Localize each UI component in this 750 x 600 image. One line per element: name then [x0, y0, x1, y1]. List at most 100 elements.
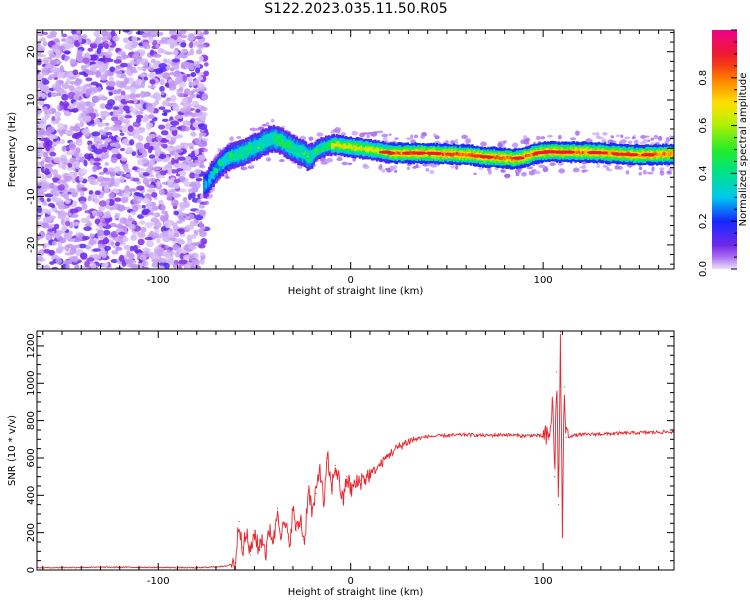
noise-speckle: [177, 156, 186, 161]
noise-speckle: [45, 62, 52, 68]
noise-speckle: [104, 138, 112, 142]
noise-speckle: [102, 214, 112, 219]
snr-data-point: [330, 489, 333, 491]
noise-speckle: [201, 137, 209, 142]
band-speckle: [270, 118, 275, 123]
noise-speckle: [130, 234, 137, 241]
noise-speckle: [173, 70, 181, 77]
noise-speckle: [53, 156, 62, 164]
noise-speckle: [127, 100, 135, 104]
noise-speckle: [74, 263, 80, 269]
x-tick-label: 100: [534, 275, 553, 286]
noise-speckle: [122, 191, 131, 199]
ridge-cell: [575, 151, 579, 155]
noise-speckle: [141, 266, 150, 269]
noise-speckle: [69, 125, 75, 132]
noise-speckle: [114, 141, 121, 149]
noise-speckle: [165, 133, 172, 141]
ridge-cell: [669, 152, 673, 158]
band-speckle: [217, 148, 222, 153]
noise-speckle: [61, 33, 68, 38]
noise-speckle: [141, 210, 149, 216]
noise-speckle: [69, 80, 76, 85]
noise-speckle: [78, 37, 83, 44]
noise-speckle: [100, 205, 106, 211]
noise-speckle: [51, 115, 56, 122]
noise-speckle: [102, 153, 110, 158]
ridge-cell: [466, 153, 469, 157]
ridge-cell: [371, 148, 374, 152]
ridge-blob: [231, 153, 239, 161]
noise-speckle: [158, 63, 168, 69]
y-tick-label: 20: [26, 45, 37, 58]
noise-speckle: [64, 199, 70, 205]
ridge-cell: [608, 151, 611, 155]
ridge-cell: [660, 153, 663, 157]
noise-speckle: [155, 68, 164, 74]
band-speckle: [646, 171, 654, 175]
noise-speckle: [77, 141, 83, 146]
noise-speckle: [188, 244, 197, 250]
noise-speckle: [198, 140, 208, 148]
noise-speckle: [158, 106, 166, 111]
band-speckle: [664, 140, 670, 145]
noise-speckle: [127, 125, 134, 132]
noise-speckle: [119, 147, 126, 152]
band-speckle: [366, 134, 371, 139]
noise-speckle: [162, 251, 171, 258]
noise-speckle: [41, 116, 49, 121]
snr-data-point: [398, 446, 400, 448]
noise-speckle: [80, 217, 90, 223]
noise-speckle: [122, 55, 127, 60]
band-speckle: [523, 135, 527, 140]
band-speckle: [668, 167, 674, 172]
noise-speckle: [78, 71, 87, 76]
noise-speckle: [140, 226, 147, 233]
band-speckle: [325, 157, 333, 163]
noise-speckle: [49, 53, 56, 59]
noise-speckle: [131, 54, 139, 59]
noise-speckle: [88, 190, 94, 195]
band-speckle: [480, 141, 487, 147]
noise-speckle: [170, 120, 180, 126]
ridge-cell: [460, 153, 463, 157]
noise-speckle: [166, 59, 171, 65]
noise-speckle: [134, 249, 139, 254]
noise-speckle: [67, 162, 73, 168]
noise-speckle: [167, 38, 176, 45]
noise-speckle: [199, 32, 205, 37]
noise-speckle: [129, 139, 135, 146]
noise-speckle: [189, 41, 194, 49]
noise-speckle: [196, 199, 202, 204]
noise-speckle: [37, 107, 43, 115]
noise-speckle: [98, 171, 105, 175]
snr-data-point: [369, 474, 371, 476]
noise-speckle: [194, 174, 200, 179]
ridge-cell: [364, 148, 368, 152]
ridge-cell: [241, 147, 245, 161]
noise-speckle: [162, 58, 168, 64]
noise-speckle: [180, 34, 188, 39]
noise-speckle: [117, 204, 126, 212]
noise-speckle: [118, 254, 125, 262]
noise-speckle: [37, 168, 41, 175]
noise-speckle: [69, 58, 76, 65]
noise-speckle: [37, 145, 43, 153]
band-speckle: [534, 170, 541, 175]
y-tick-label: 1200: [26, 333, 37, 358]
ridge-cell: [366, 148, 369, 152]
ridge-cell: [321, 143, 325, 150]
noise-speckle: [181, 213, 188, 217]
noise-speckle: [67, 191, 72, 195]
snr-data-point: [388, 453, 390, 455]
band-speckle: [610, 135, 615, 139]
snr-data-point: [417, 437, 419, 439]
noise-speckle: [135, 93, 141, 98]
ridge-cell: [332, 143, 336, 147]
noise-speckle: [179, 170, 187, 177]
noise-speckle: [194, 149, 200, 156]
noise-speckle: [49, 151, 57, 157]
noise-speckle: [149, 145, 154, 151]
noise-speckle: [55, 247, 64, 254]
noise-speckle: [79, 200, 86, 205]
